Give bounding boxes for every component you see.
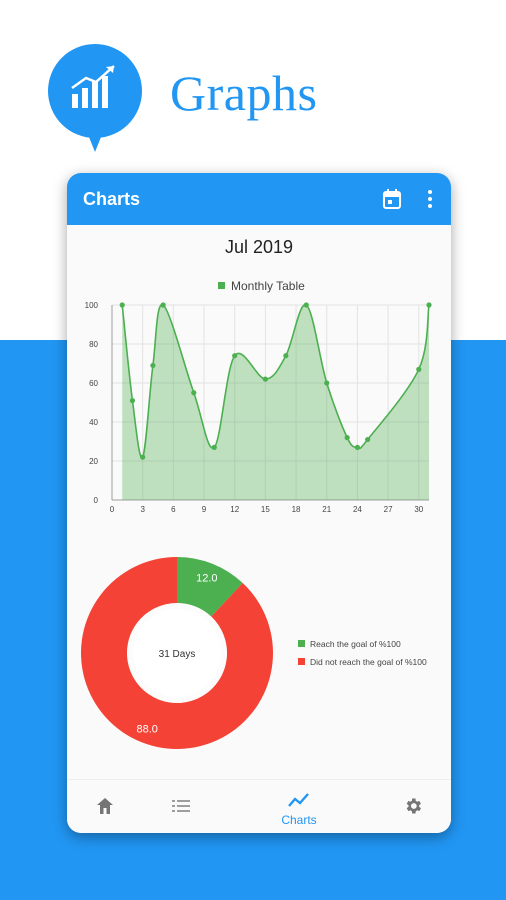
data-point — [150, 362, 156, 369]
donut-hole — [133, 609, 221, 697]
x-tick-label: 30 — [414, 505, 423, 514]
data-point — [303, 302, 309, 308]
charts-canvas: Monthly Table 0 20 40 60 80 100 0 3 6 9 12 15 18 21 24 2… — [81, 279, 432, 749]
y-tick-label: 80 — [89, 340, 98, 349]
list-icon — [172, 800, 190, 812]
month-title: Jul 2019 — [224, 237, 294, 257]
area-chart: Monthly Table 0 20 40 60 80 100 0 3 6 9 12 15 18 21 24 2… — [85, 279, 432, 514]
data-point — [426, 302, 432, 308]
donut-slice — [177, 557, 243, 617]
donut-chart: 12.0 Reach the goal of %100 88.0 Did not re… — [81, 557, 427, 749]
x-tick-label: 3 — [140, 505, 145, 514]
x-tick-label: 27 — [384, 505, 393, 514]
x-tick-label: 21 — [322, 505, 331, 514]
data-point — [140, 454, 146, 460]
y-tick-label: 60 — [89, 379, 98, 388]
promo-title: Graphs — [170, 65, 318, 121]
donut-center-label: 31 Days — [159, 649, 196, 660]
bar-chart-trend-icon — [71, 65, 115, 108]
app-bar-title: Charts — [83, 189, 141, 209]
y-tick-label: 0 — [94, 496, 99, 505]
donut-legend-swatch — [298, 658, 305, 665]
slice-value-label: 12.0 — [196, 573, 217, 585]
data-point — [119, 302, 125, 308]
y-tick-label: 20 — [89, 457, 98, 466]
x-tick-label: 9 — [202, 505, 207, 514]
data-point — [129, 397, 136, 404]
home-icon — [97, 798, 113, 814]
more-vertical-icon[interactable] — [427, 189, 433, 209]
calendar-icon[interactable] — [383, 189, 401, 209]
nav-charts-label: Charts — [281, 813, 317, 827]
data-point — [344, 435, 350, 441]
donut-legend-label: Reach the goal of %100 — [310, 639, 401, 649]
data-point — [262, 376, 268, 382]
y-tick-label: 40 — [89, 418, 98, 427]
donut-slice — [81, 557, 273, 749]
phone-frame: Charts Jul 2019 Monthly Table 0 20 40 60 80 10… — [67, 173, 451, 833]
badge-tail — [83, 122, 107, 152]
data-point — [283, 353, 289, 359]
series-area — [122, 304, 430, 500]
x-tick-label: 12 — [230, 505, 239, 514]
settings-icon — [406, 798, 421, 814]
legend-swatch — [218, 282, 225, 289]
chart-line-icon — [288, 793, 309, 807]
donut-legend-label: Did not reach the goal of %100 — [310, 657, 427, 667]
data-point — [160, 302, 166, 308]
x-tick-label: 18 — [292, 505, 301, 514]
data-point — [365, 436, 371, 443]
donut-legend-swatch — [298, 640, 305, 647]
data-point — [354, 444, 361, 450]
legend-label: Monthly Table — [231, 279, 305, 293]
x-tick-label: 0 — [110, 505, 115, 514]
y-tick-label: 100 — [85, 301, 99, 310]
x-tick-label: 24 — [353, 505, 362, 514]
slice-value-label: 88.0 — [136, 723, 157, 735]
x-tick-label: 6 — [171, 505, 176, 514]
app-bar: Charts — [67, 173, 451, 225]
bottom-navigation: Charts — [67, 779, 451, 833]
data-point — [232, 353, 238, 359]
data-point — [416, 366, 422, 372]
data-point — [324, 380, 330, 386]
graphs-badge — [48, 44, 142, 152]
x-tick-label: 15 — [261, 505, 270, 514]
data-point — [191, 390, 197, 396]
data-point — [211, 444, 217, 450]
